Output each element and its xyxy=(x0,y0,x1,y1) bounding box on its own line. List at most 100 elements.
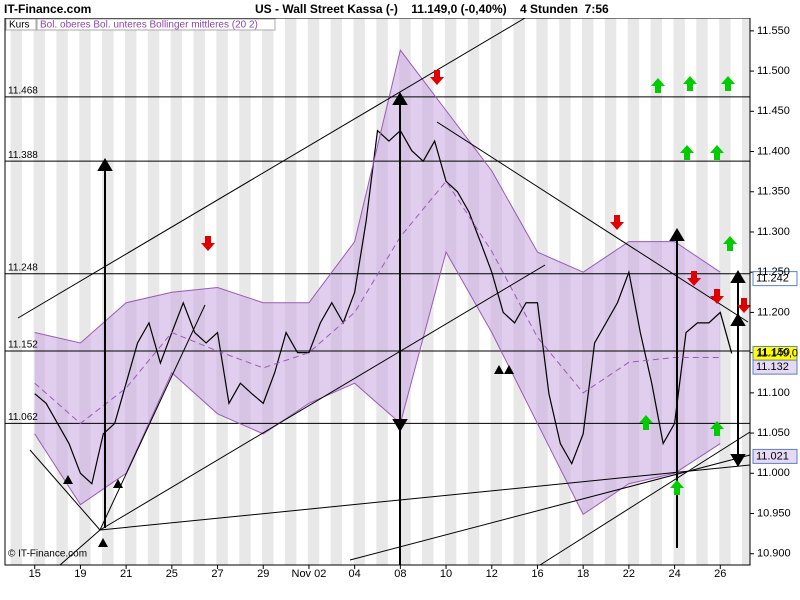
y-tick-label: 11.150 xyxy=(757,347,790,359)
x-tick-label: 29 xyxy=(257,568,269,580)
trend-line xyxy=(29,449,101,531)
y-tick-label: 11.350 xyxy=(757,186,790,198)
x-tick-label: 19 xyxy=(74,568,86,580)
sell-signals xyxy=(201,70,751,313)
arrow-head xyxy=(97,158,113,171)
sell-arrow xyxy=(710,289,724,304)
y-tick-label: 11.100 xyxy=(757,387,790,399)
price-marker-label: 11.242 xyxy=(756,273,789,285)
buy-arrow xyxy=(639,415,653,430)
signals xyxy=(63,70,751,547)
y-tick-label: 11.500 xyxy=(757,65,790,77)
copyright: © IT-Finance.com xyxy=(8,549,87,560)
x-tick-label: 26 xyxy=(714,568,726,580)
x-tick-label: 27 xyxy=(211,568,223,580)
level-label: 11.468 xyxy=(8,85,38,96)
price-marker xyxy=(752,448,798,464)
y-tick-label: 11.300 xyxy=(757,226,790,238)
arrow-head xyxy=(730,270,746,283)
y-tick-label: 11.050 xyxy=(757,427,790,439)
trend-line xyxy=(17,17,526,319)
y-tick-label: 11.400 xyxy=(757,145,790,157)
indicator-box xyxy=(36,18,276,31)
arrow-head xyxy=(730,454,746,467)
stripe xyxy=(33,18,45,565)
arrow-head xyxy=(669,228,685,241)
triangle xyxy=(113,479,123,488)
triangle xyxy=(98,538,108,547)
x-tick-label: 18 xyxy=(577,568,589,580)
x-tick-label: 25 xyxy=(166,568,178,580)
x-tick-label: 16 xyxy=(531,568,543,580)
stripe xyxy=(79,18,91,565)
stripe xyxy=(102,18,114,565)
x-tick-label: 21 xyxy=(120,568,132,580)
arrow-head xyxy=(392,419,408,432)
x-tick-label: 12 xyxy=(486,568,498,580)
trend-lines xyxy=(17,17,751,566)
buy-arrow xyxy=(683,76,697,91)
price-marker xyxy=(752,359,798,375)
grid: 11.468 11.388 11.248 11.152 11.062 xyxy=(5,30,754,569)
price-marker xyxy=(752,271,798,287)
price-marker-label: 11.021 xyxy=(756,450,789,462)
stripe xyxy=(10,18,23,565)
band-line xyxy=(34,180,721,425)
price-markers: 11.242 11.149,0 11.132 11.021 xyxy=(752,271,798,464)
sell-arrow xyxy=(430,70,444,85)
stripe xyxy=(444,18,457,565)
triangle xyxy=(494,365,504,374)
y-tick-label: 11.200 xyxy=(757,306,790,318)
triangle xyxy=(504,365,514,374)
y-tick-label: 10.950 xyxy=(757,507,791,519)
level-label: 11.248 xyxy=(8,262,38,273)
trend-line xyxy=(349,454,751,561)
sell-arrow xyxy=(687,271,701,286)
stripe xyxy=(742,18,750,565)
trend-line xyxy=(436,121,749,323)
price-marker-label: 11.132 xyxy=(756,361,789,373)
trend-line xyxy=(59,529,101,566)
header xyxy=(0,0,800,18)
stripe xyxy=(239,18,251,565)
level-label: 11.388 xyxy=(8,150,38,161)
sell-arrow xyxy=(610,215,624,230)
x-tick-label: 15 xyxy=(29,568,41,580)
band xyxy=(34,50,721,515)
y-tick-label: 10.900 xyxy=(757,548,791,560)
legend-label: Kurs xyxy=(9,20,30,31)
trend-line xyxy=(539,431,751,566)
chart-title: US - Wall Street Kassa (-) 11.149,0 (-0,… xyxy=(255,2,609,16)
arrows xyxy=(97,92,746,565)
trend-line xyxy=(99,464,751,531)
stripe xyxy=(262,18,274,565)
buy-arrow xyxy=(723,236,737,251)
buy-arrow xyxy=(651,78,665,93)
stripe xyxy=(147,18,160,565)
x-tick-label: 10 xyxy=(440,568,452,580)
legend-box xyxy=(5,18,37,31)
sell-arrow xyxy=(737,298,751,313)
arrow-head xyxy=(730,313,746,326)
arrow-head xyxy=(392,92,408,105)
x-tick-label: 24 xyxy=(668,568,680,580)
stripe xyxy=(307,18,320,565)
y-tick-label: 11.250 xyxy=(757,266,790,278)
sell-arrow xyxy=(201,236,215,251)
lines xyxy=(34,49,733,516)
buy-arrow xyxy=(710,421,724,436)
y-tick-label: 11.450 xyxy=(757,105,790,117)
buy-arrow xyxy=(710,145,724,160)
buy-signals xyxy=(639,76,737,495)
band-line xyxy=(34,49,721,344)
band-fill xyxy=(34,50,721,515)
x-tick-label: 04 xyxy=(349,568,361,580)
trend-line xyxy=(99,264,546,531)
triangle xyxy=(63,475,73,484)
indicator-label: Bol. oberes Bol. unteres Bollinger mittl… xyxy=(40,20,258,31)
band-line xyxy=(34,250,721,516)
buy-arrow xyxy=(721,76,735,91)
stripe xyxy=(284,18,297,565)
x-tick-label: 08 xyxy=(394,568,406,580)
